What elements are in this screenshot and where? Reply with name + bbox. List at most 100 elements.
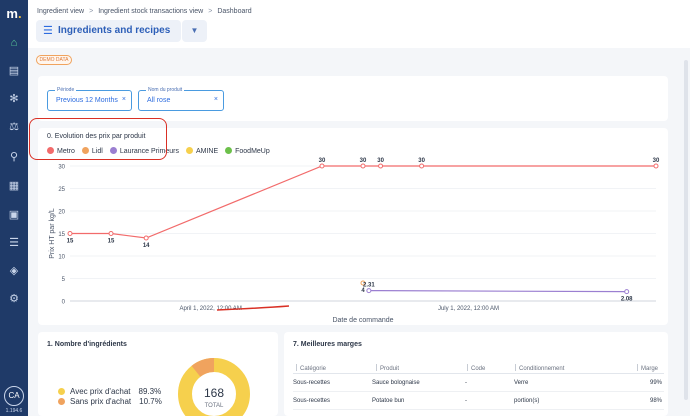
kpi-dot [58,388,65,395]
table-cell: - [465,380,467,386]
x-tick-label: July 1, 2022, 12:00 AM [438,306,499,312]
box-icon[interactable]: ▤ [8,65,20,77]
carrot-icon[interactable]: ✻ [9,93,19,105]
column-header[interactable]: Catégorie [296,364,326,372]
data-label: 15 [67,239,74,245]
best-margins-card: 7. Meilleures marges Catégorie Produit C… [284,332,668,416]
y-axis-title: Prix HT par kg/L [49,208,56,259]
chart-legend: Metro Lidl Laurance Primeurs AMINE FoodMeUp [47,147,277,157]
table-cell: 98% [650,398,663,404]
clear-icon[interactable]: × [121,96,126,103]
table-row[interactable]: Sous-recettes Sauce bolognaise - Verre 9… [293,374,664,392]
data-point [360,280,366,286]
table-cell: Sous-recettes [293,398,331,404]
sidebar: m. ⌂ ▤ ✻ ⚖ ⚲ ▦ ▣ ☰ ◈ ⚙ CA 1.194.6 [0,0,28,416]
legend-item[interactable]: AMINE [185,147,219,155]
header: Ingredient view > Ingredient stock transac… [28,0,690,48]
product-filter[interactable]: Nom du produit All rose × [138,87,224,111]
app-version: 1.194.6 [5,408,23,414]
legend-label: Lidl [91,148,103,155]
data-point [67,231,73,236]
barcode-icon[interactable]: ☰ [9,237,19,249]
home-icon[interactable]: ⌂ [10,37,18,49]
clear-icon[interactable]: × [213,96,218,103]
legend-swatch [225,147,233,154]
legend-swatch [109,147,117,154]
page-title: Ingredients and recipes [58,25,171,36]
y-tick-label: 30 [58,165,65,171]
annotation-underline [216,305,290,311]
filter-label: Période [55,87,77,93]
table-cell: - [465,398,467,404]
y-tick-label: 5 [62,277,66,283]
utensils-icon[interactable]: ⚖ [9,121,19,133]
y-tick-label: 20 [58,210,65,216]
wallet-icon[interactable]: ▣ [8,209,20,221]
scrollbar[interactable] [684,60,688,400]
filter-value: Previous 12 Months [56,97,118,104]
x-axis-title: Date de commande [332,317,393,324]
data-point [319,163,325,169]
kpi-label: Avec prix d'achat [70,387,131,396]
menu-icon: ☰ [43,25,53,37]
table-cell: Sauce bolognaise [372,380,420,386]
table-cell: Sous-recettes [293,380,331,386]
kpi-label: Sans prix d'achat [70,397,132,406]
breadcrumb: Ingredient view > Ingredient stock transac… [37,8,252,15]
breadcrumb-item[interactable]: Ingredient view [37,8,85,15]
kpi-with-price: Avec prix d'achat 89.3% [58,387,161,396]
table-header: Catégorie Produit Code Conditionnement M… [293,362,664,374]
cubes-icon[interactable]: ◈ [9,265,19,277]
period-filter[interactable]: Période Previous 12 Months × [47,87,132,111]
data-point [143,235,149,241]
data-point [366,288,372,294]
table-cell: Verre [514,380,529,386]
column-header[interactable]: Marge [637,364,658,372]
column-header[interactable]: Code [467,364,485,372]
breadcrumb-item[interactable]: Dashboard [217,8,252,15]
data-label: 2.31 [363,283,375,289]
data-label: 2.08 [621,297,633,303]
data-point [624,289,630,295]
breadcrumb-item[interactable]: Ingredient stock transactions view [98,8,204,15]
ingredients-count-card: 1. Nombre d'ingrédients Avec prix d'acha… [38,332,278,416]
demo-data-badge: DEMO DATA [36,55,72,65]
data-label: 30 [319,158,326,164]
data-label: 30 [418,158,425,164]
x-tick-label: April 1, 2022, 12:00 AM [179,306,241,312]
user-avatar[interactable]: CA [4,386,24,406]
data-point [419,163,425,169]
legend-item[interactable]: Lidl [81,147,103,155]
gear-icon[interactable]: ⚙ [9,293,19,305]
y-tick-label: 10 [58,255,65,261]
data-point [360,163,366,169]
legend-swatch [47,147,54,154]
table-row[interactable]: Sous-recettes Potatoe bun - portion(s) 9… [293,392,664,410]
legend-item[interactable]: Laurance Primeurs [109,147,179,155]
filter-value: All rose [147,97,171,104]
legend-item[interactable]: Metro [47,147,75,155]
column-header[interactable]: Produit [376,364,399,372]
cart-icon[interactable]: ⚲ [9,151,19,163]
kpi-value: 89.3% [138,387,162,396]
data-point [378,163,384,169]
legend-label: AMINE [195,148,219,155]
table-cell: portion(s) [514,398,540,404]
chevron-down-icon[interactable]: ▼ [182,20,207,42]
filters-card: Période Previous 12 Months × Nom du prod… [38,76,668,121]
kpi-value: 10.7% [139,397,162,406]
legend-label: Metro [57,148,75,155]
legend-swatch [185,147,193,154]
page-title-selector[interactable]: ☰ Ingredients and recipes [36,20,181,42]
calendar-icon[interactable]: ▦ [8,180,20,192]
y-tick-label: 0 [62,300,66,306]
column-header[interactable]: Conditionnement [515,364,564,372]
series-line-laurance-primeurs [368,290,627,293]
y-tick-label: 25 [58,187,65,193]
app-logo[interactable]: m. [6,6,22,21]
legend-item[interactable]: FoodMeUp [225,147,270,155]
data-label: 14 [143,243,150,249]
data-point [108,231,114,236]
